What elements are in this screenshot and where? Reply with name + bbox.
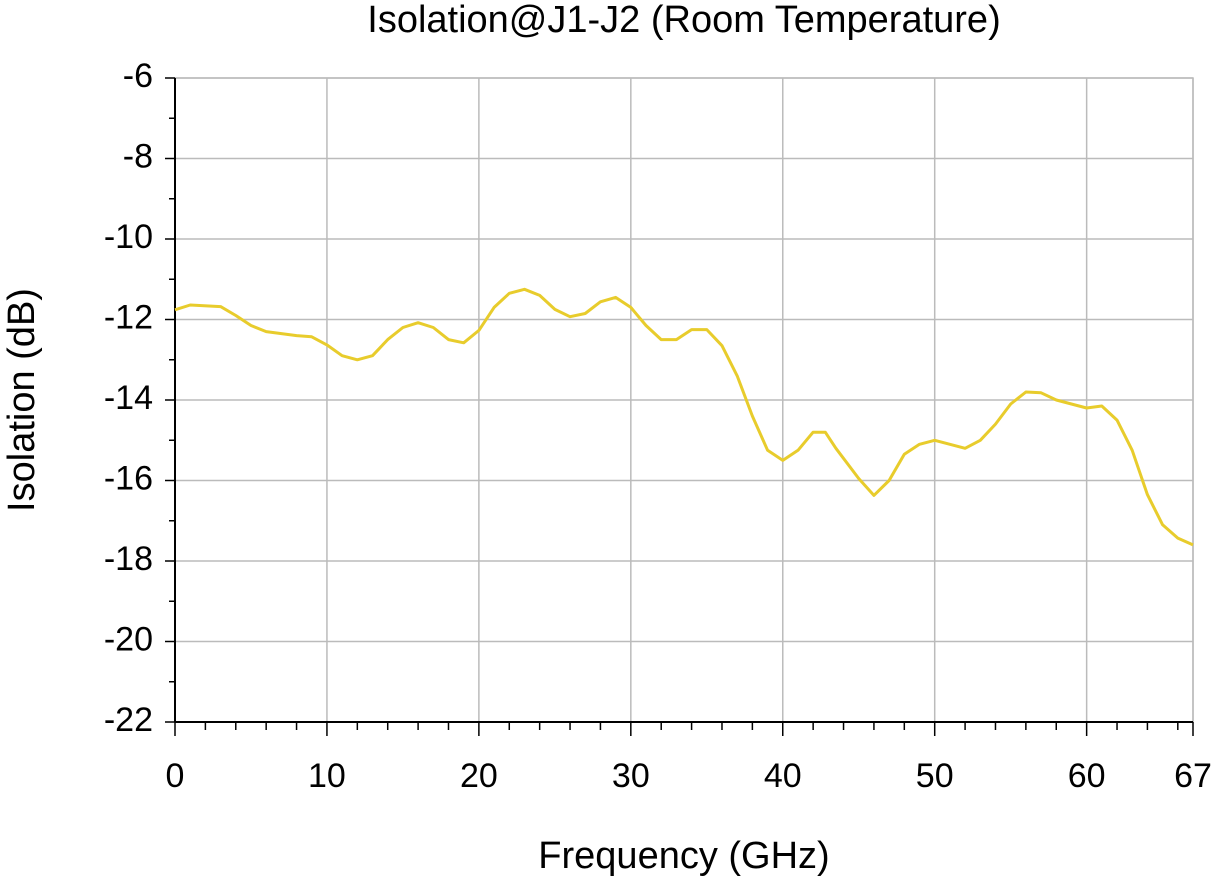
y-tick-label: -20 [104,620,153,658]
y-tick-label: -14 [104,379,153,417]
y-tick-label: -10 [104,218,153,256]
x-tick-label: 50 [916,757,954,795]
y-tick-label: -6 [123,57,153,95]
y-tick-label: -8 [123,137,153,175]
x-tick-label: 10 [308,757,346,795]
x-tick-label: 30 [612,757,650,795]
y-tick-label: -12 [104,298,153,336]
x-tick-label: 20 [460,757,498,795]
x-tick-label: 0 [166,757,185,795]
x-tick-label: 60 [1068,757,1106,795]
chart-title: Isolation@J1-J2 (Room Temperature) [367,0,1000,41]
y-axis-label: Isolation (dB) [1,288,43,512]
x-tick-label: 67 [1174,757,1212,795]
y-tick-label: -18 [104,540,153,578]
x-axis-label: Frequency (GHz) [538,835,829,877]
data-line [174,287,1194,547]
y-tick-label: -16 [104,459,153,497]
y-tick-label: -22 [104,701,153,739]
x-tick-label: 40 [764,757,802,795]
